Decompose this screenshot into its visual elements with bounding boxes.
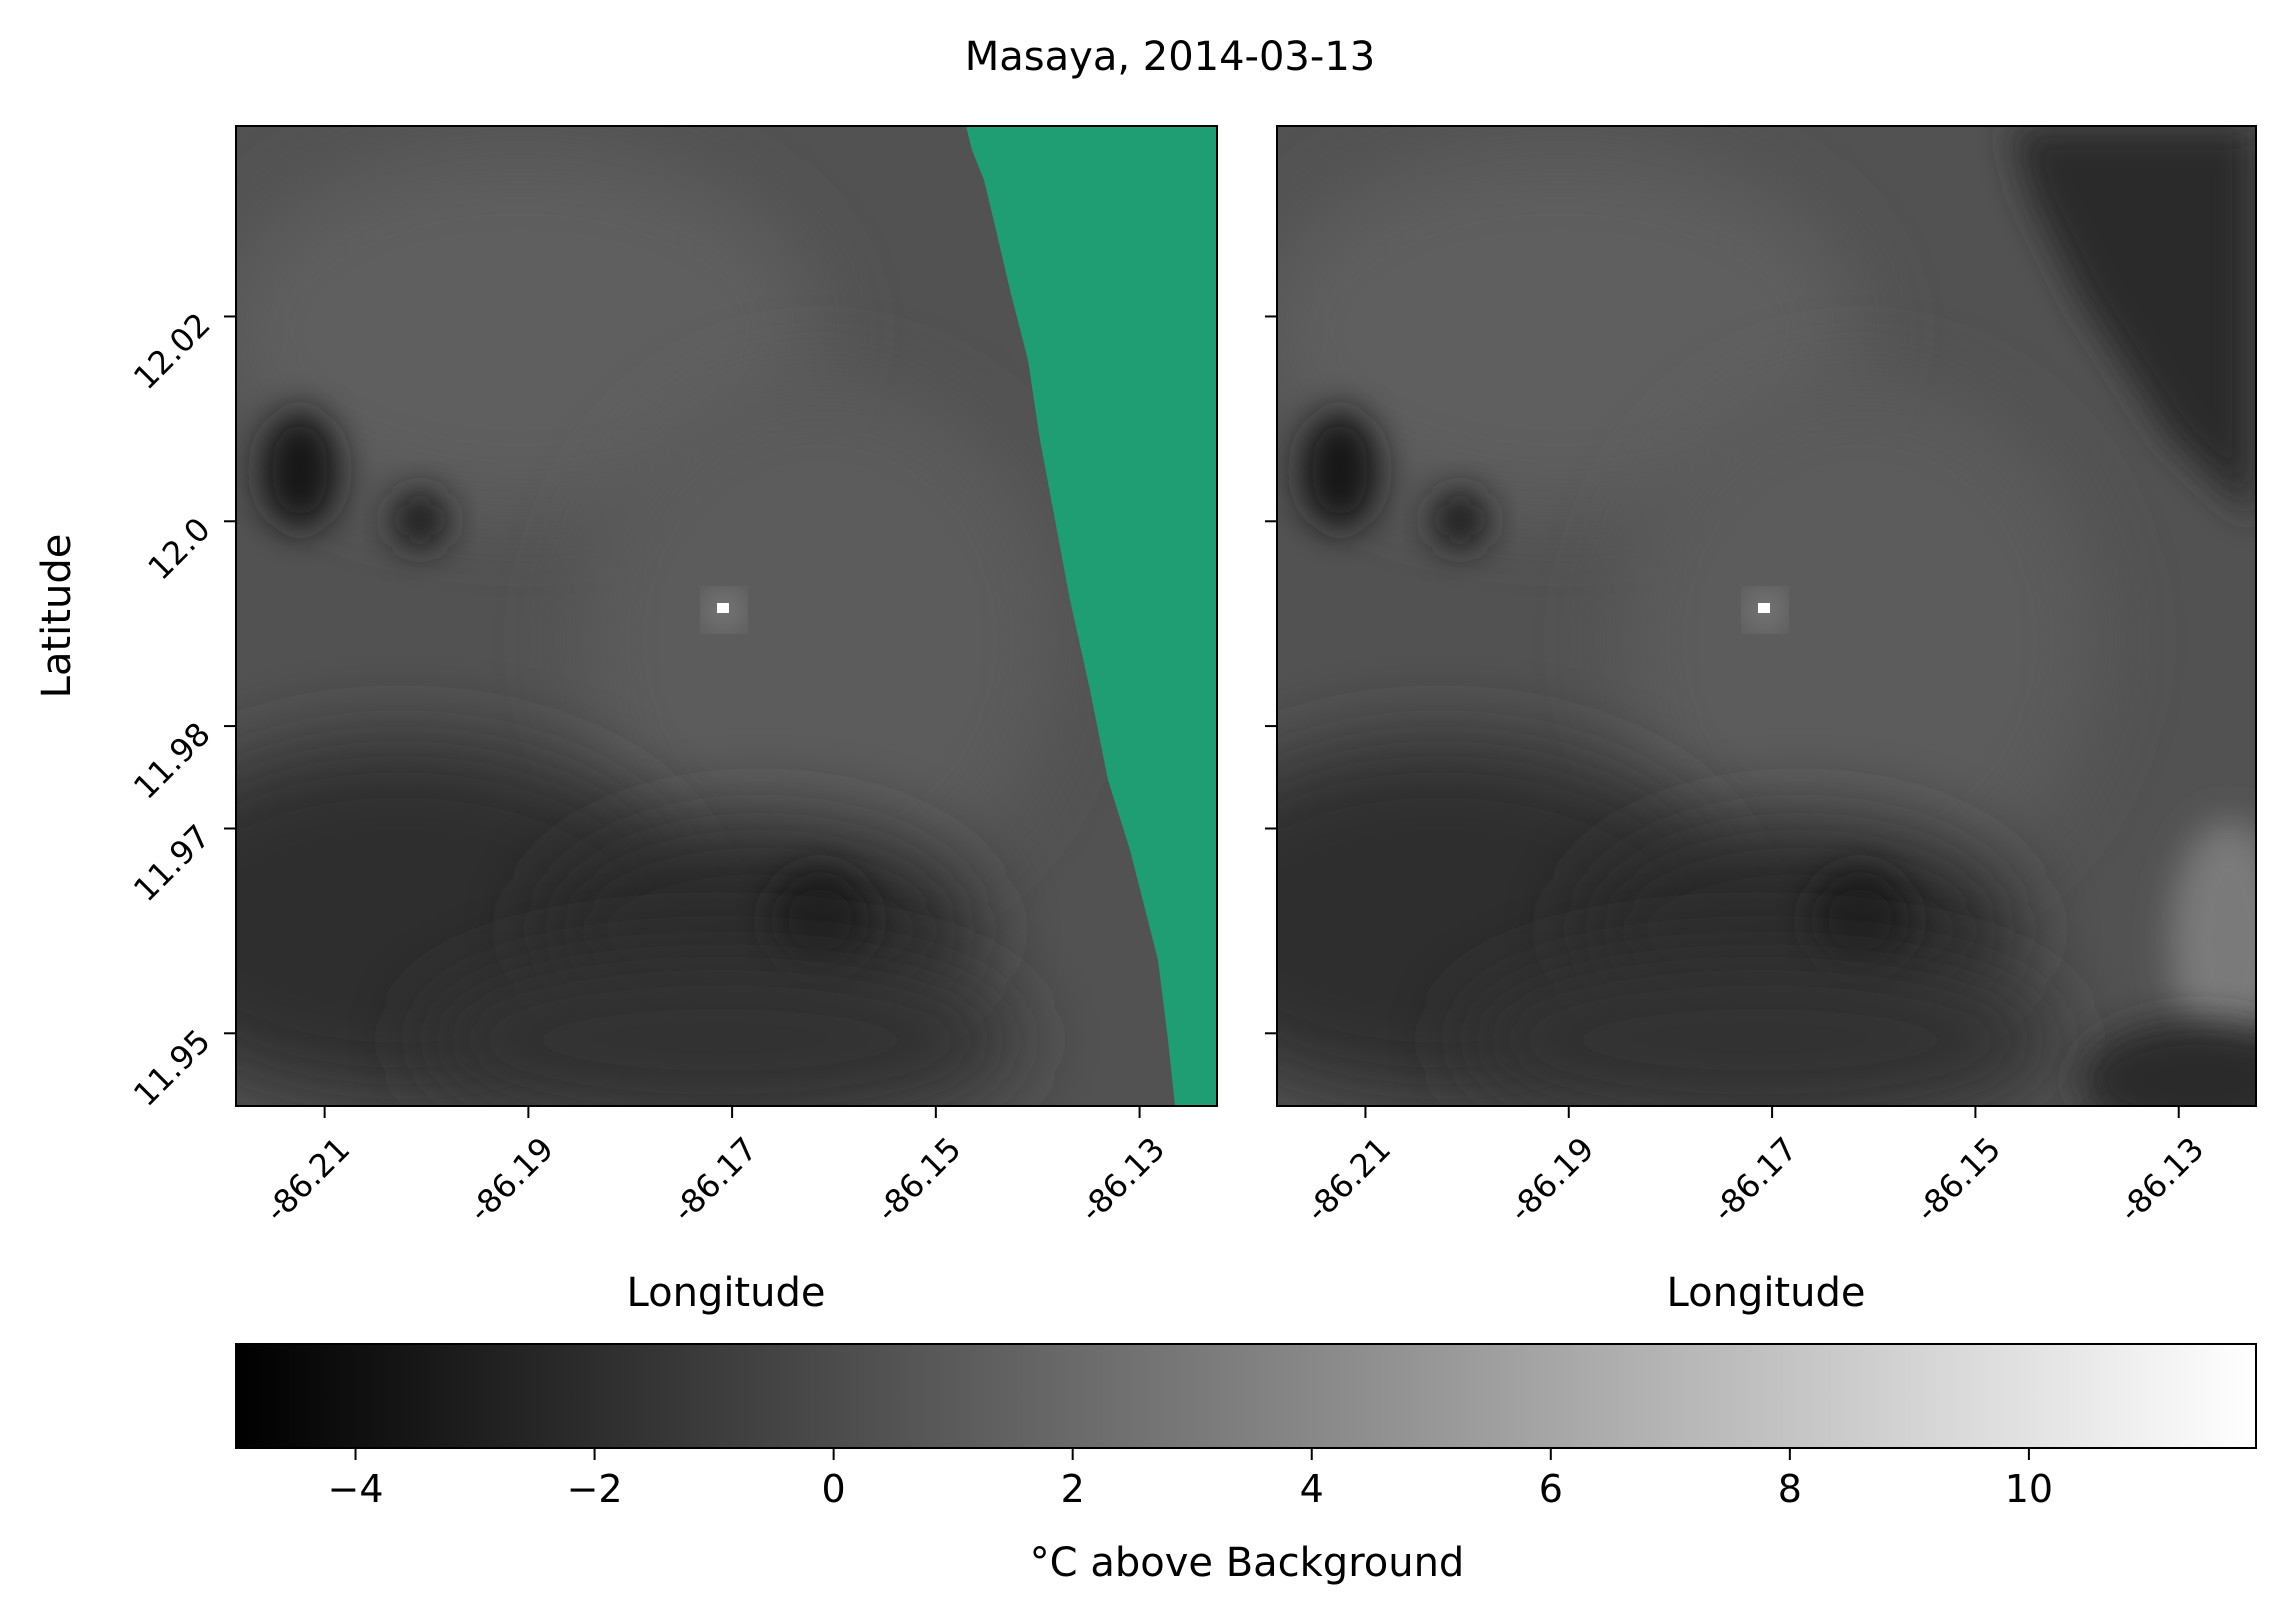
right-x-tick-label: -86.17: [1705, 1130, 1805, 1230]
colorbar-label: °C above Background: [1030, 1540, 1465, 1586]
right-x-tick-label: -86.19: [1502, 1130, 1602, 1230]
colorbar-gradient: [235, 1343, 2257, 1449]
right-x-tick-label: -86.15: [1908, 1130, 2008, 1230]
left-x-tick-label: -86.15: [869, 1130, 969, 1230]
left-mask: [966, 126, 1217, 1106]
left-y-tick-label: 11.95: [126, 1022, 218, 1114]
left-x-label: Longitude: [627, 1270, 826, 1316]
colorbar-ticks: −4 −2 0 2 4 6 8 10: [328, 1448, 2053, 1511]
right-x-ticks: -86.21 -86.19 -86.17 -86.15 -86.13: [1298, 1106, 2211, 1230]
right-x-label: Longitude: [1667, 1270, 1866, 1316]
left-y-ticks: 12.02 12.0 11.98 11.97 11.95: [126, 305, 236, 1114]
right-panel: -86.21 -86.19 -86.17 -86.15 -86.13 Longitude: [1265, 125, 2257, 1316]
colorbar: −4 −2 0 2 4 6 8 10 °C above Background: [235, 1343, 2257, 1586]
left-x-tick-label: -86.13: [1072, 1130, 1172, 1230]
right-y-ticks: [1265, 315, 1277, 1035]
colorbar-tick-label: −4: [328, 1467, 384, 1511]
left-y-tick-label: 12.0: [140, 510, 217, 587]
left-x-tick-label: -86.17: [665, 1130, 765, 1230]
left-y-tick-label: 11.98: [126, 715, 218, 807]
colorbar-tick-label: 4: [1300, 1467, 1324, 1511]
left-y-tick-label: 11.97: [126, 817, 218, 909]
right-hotspot: [1758, 603, 1770, 613]
right-image: [1277, 126, 2256, 1106]
colorbar-tick-label: 8: [1778, 1467, 1802, 1511]
figure-title: Masaya, 2014-03-13: [965, 34, 1375, 80]
left-panel: -86.21 -86.19 -86.17 -86.15 -86.13 12.0212.0…: [34, 125, 1218, 1316]
left-hotspot: [717, 603, 729, 613]
left-y-label: Latitude: [34, 534, 80, 699]
left-y-tick-label: 12.02: [126, 305, 218, 397]
colorbar-tick-label: −2: [567, 1467, 623, 1511]
colorbar-tick-label: 10: [2005, 1467, 2053, 1511]
right-x-tick-label: -86.21: [1298, 1130, 1398, 1230]
colorbar-tick-label: 6: [1539, 1467, 1563, 1511]
colorbar-tick-label: 2: [1061, 1467, 1085, 1511]
left-x-tick-label: -86.21: [257, 1130, 357, 1230]
colorbar-tick-label: 0: [822, 1467, 846, 1511]
left-x-ticks: -86.21 -86.19 -86.17 -86.15 -86.13: [257, 1106, 1172, 1230]
left-image: [236, 126, 1217, 1106]
left-x-tick-label: -86.19: [461, 1130, 561, 1230]
right-x-tick-label: -86.13: [2112, 1130, 2212, 1230]
